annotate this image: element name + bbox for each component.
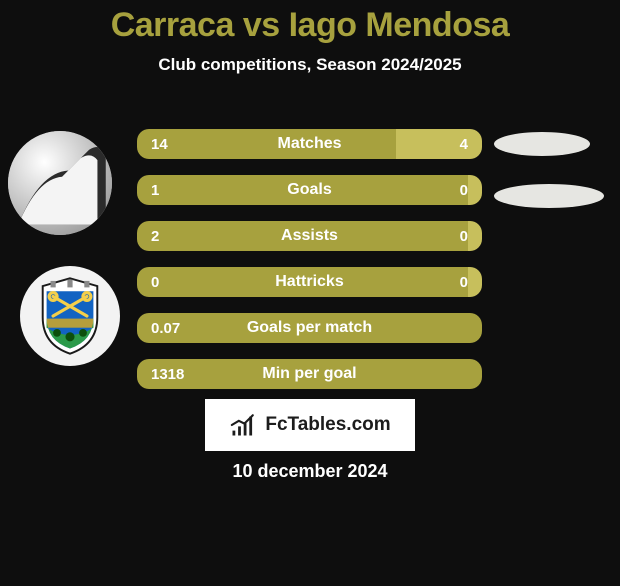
date-label: 10 december 2024	[0, 461, 620, 482]
stat-segment-right	[468, 221, 482, 251]
stat-row: Goals10	[137, 175, 482, 205]
stat-segment-right	[468, 175, 482, 205]
stat-segment-left	[137, 267, 468, 297]
brand-text: FcTables.com	[265, 414, 390, 436]
date-text: 10 december 2024	[232, 461, 387, 481]
stat-segment-right	[396, 129, 482, 159]
subtitle: Club competitions, Season 2024/2025	[0, 55, 620, 75]
brand-logo-icon	[229, 411, 257, 439]
stat-segment-left	[137, 313, 482, 343]
title-text: Carraca vs Iago Mendosa	[111, 6, 510, 44]
crest-icon	[31, 277, 109, 355]
stat-segment-left	[137, 221, 468, 251]
stat-segment-left	[137, 175, 468, 205]
side-ellipse	[494, 184, 604, 208]
avatar-icon	[8, 131, 112, 235]
stat-segment-right	[468, 267, 482, 297]
stat-segment-left	[137, 129, 396, 159]
stat-row: Assists20	[137, 221, 482, 251]
stat-row: Hattricks00	[137, 267, 482, 297]
stat-row: Matches144	[137, 129, 482, 159]
club-crest	[20, 266, 120, 366]
comparison-bars: Matches144 Goals10 Assists20 Hattricks00 Goa…	[137, 129, 482, 405]
side-ellipse	[494, 132, 590, 156]
brand-box: FcTables.com	[205, 399, 415, 451]
player-avatar	[8, 131, 112, 235]
stat-row: Min per goal1318	[137, 359, 482, 389]
subtitle-text: Club competitions, Season 2024/2025	[158, 55, 461, 74]
page-title: Carraca vs Iago Mendosa	[0, 6, 620, 45]
stat-segment-left	[137, 359, 482, 389]
stat-row: Goals per match0.07	[137, 313, 482, 343]
